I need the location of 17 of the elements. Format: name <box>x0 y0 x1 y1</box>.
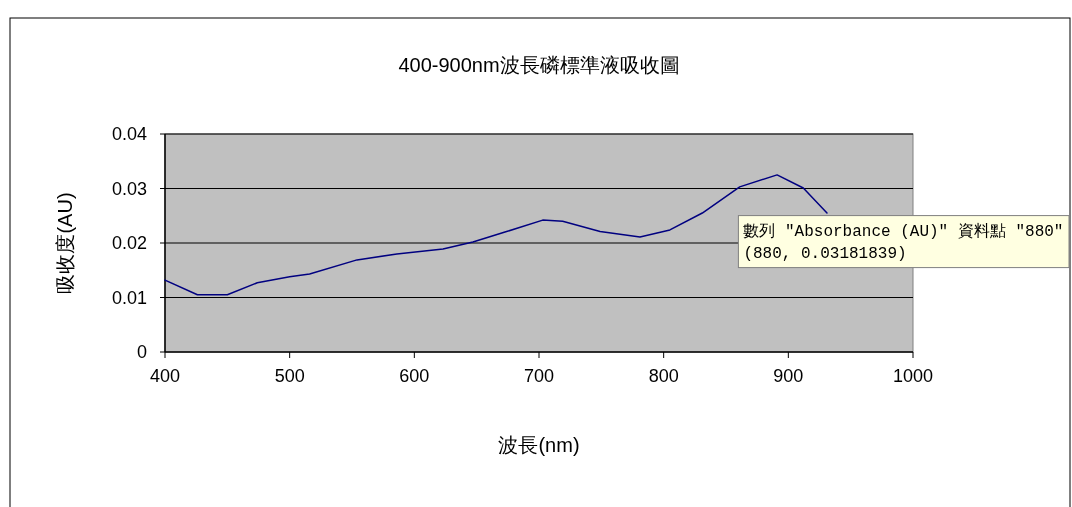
x-axis-title: 波長(nm) <box>498 434 580 456</box>
x-tick-label: 900 <box>773 366 804 386</box>
annotation: 數列 "Absorbance (AU)" 資料點 "880" (880, 0.03181839) <box>737 215 1070 269</box>
x-tick-label: 800 <box>648 366 679 386</box>
y-axis-title: 吸收度(AU) <box>54 192 76 294</box>
y-tick-label: 0.04 <box>111 124 147 144</box>
annotation: 數列 "Absorbance (AU)" 資料點 "880" (880, 0.03181839) <box>743 221 1064 263</box>
x-tick-label: 1000 <box>892 366 934 386</box>
y-tick-label: 0 <box>136 342 147 362</box>
x-tick-label: 400 <box>149 366 181 386</box>
y-tick-label: 0.01 <box>111 287 147 308</box>
y-tick-label: 0.03 <box>111 178 147 199</box>
chart-title: 400-900nm波長磷標準液吸收圖 <box>398 54 680 76</box>
x-tick-label: 600 <box>399 366 430 386</box>
x-tick-label: 700 <box>523 366 555 386</box>
x-tick-label: 500 <box>274 366 305 386</box>
y-tick-label: 0.02 <box>111 233 147 253</box>
